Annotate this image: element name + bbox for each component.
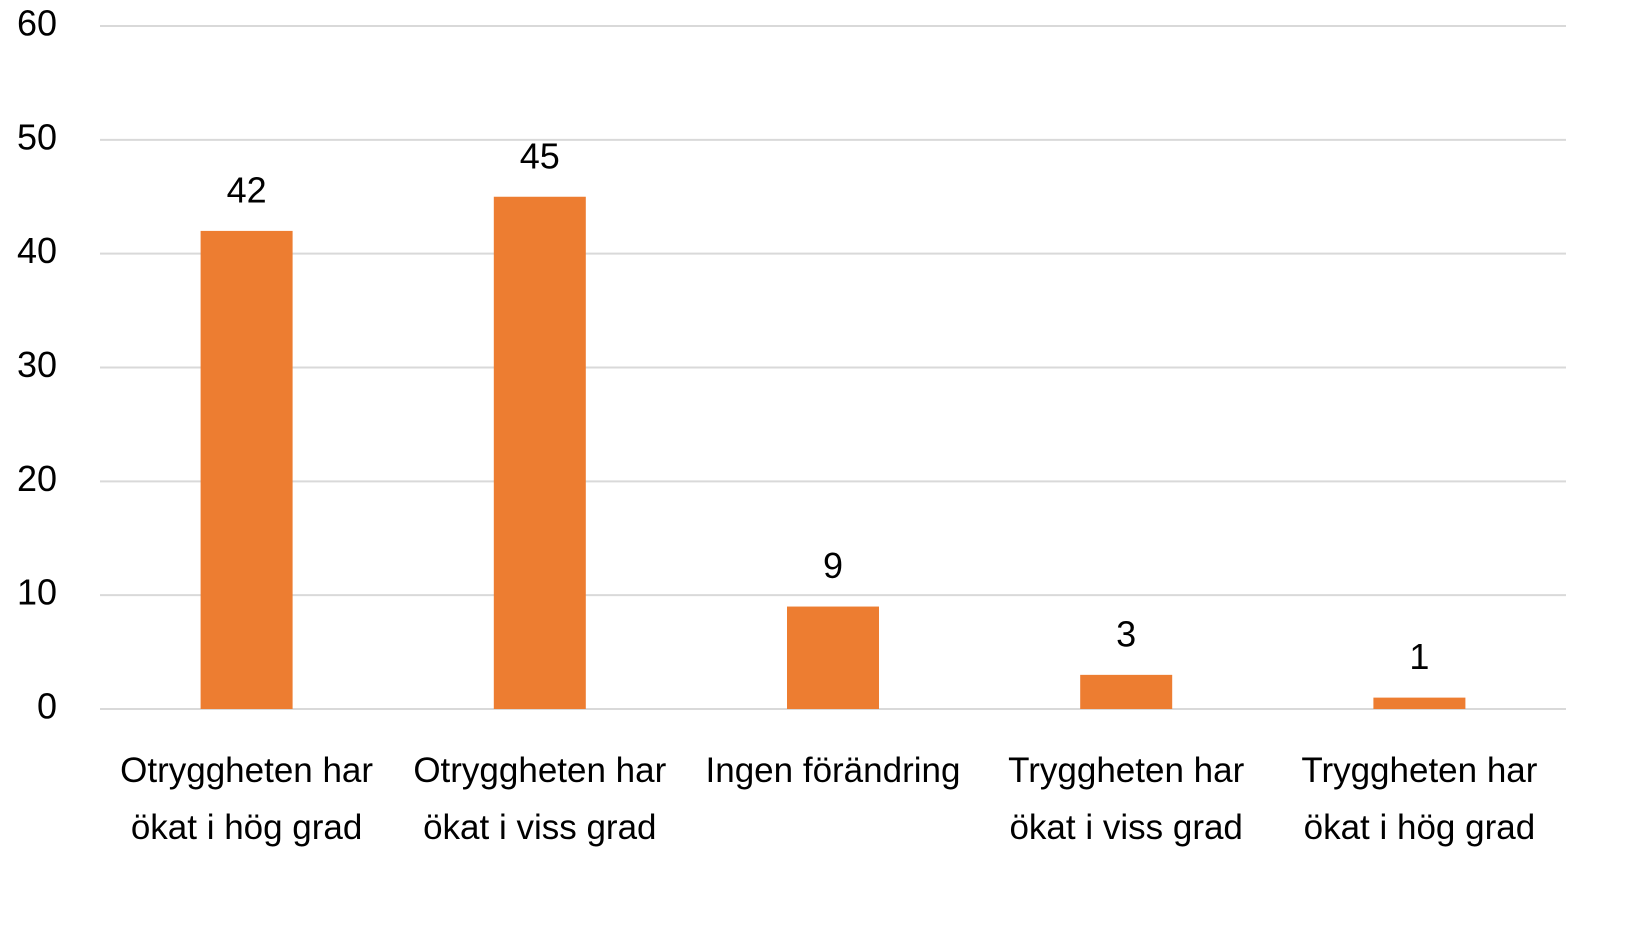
data-label: 3 bbox=[1116, 613, 1136, 654]
bar bbox=[1080, 674, 1173, 709]
data-label: 42 bbox=[227, 169, 267, 210]
y-tick-label: 0 bbox=[37, 686, 57, 727]
y-tick-label: 40 bbox=[17, 230, 57, 271]
bar bbox=[787, 606, 879, 709]
data-label: 1 bbox=[1409, 636, 1429, 677]
x-tick-label: Ingen förändring bbox=[705, 751, 961, 790]
bar bbox=[493, 196, 586, 709]
y-tick-label: 50 bbox=[17, 116, 57, 157]
x-tick-label: Otryggheten har ökat i viss grad bbox=[413, 751, 667, 847]
x-tick-label: Tryggheten har ökat i hög grad bbox=[1301, 751, 1538, 847]
data-label: 9 bbox=[823, 545, 843, 586]
y-tick-label: 10 bbox=[17, 572, 57, 613]
x-tick-label: Otryggheten har ökat i hög grad bbox=[120, 751, 374, 847]
bar bbox=[200, 230, 293, 709]
y-tick-label: 20 bbox=[17, 458, 57, 499]
y-tick-label: 30 bbox=[17, 344, 57, 385]
data-label: 45 bbox=[520, 135, 560, 176]
x-tick-label: Tryggheten har ökat i viss grad bbox=[1008, 751, 1245, 847]
bar bbox=[1373, 697, 1466, 709]
y-tick-label: 60 bbox=[17, 3, 57, 44]
